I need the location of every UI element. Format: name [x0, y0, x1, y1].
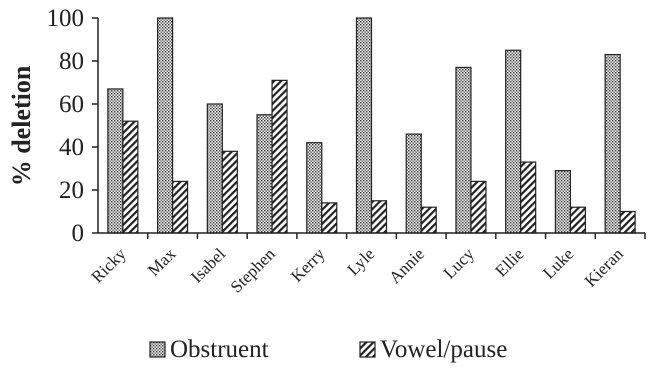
x-tick-label: Kieran: [581, 244, 627, 290]
y-tick-label: 0: [72, 220, 85, 247]
legend-swatch-hatched: [359, 341, 376, 358]
x-tick-label: Lyle: [344, 244, 379, 279]
x-tick-label: Lucy: [440, 244, 478, 282]
bar-obstruent-ellie: [505, 49, 522, 234]
bar-vowel-pause-ellie: [520, 161, 537, 234]
bar-vowel-pause-stephen: [271, 79, 288, 234]
bar-vowel-pause-max: [171, 180, 189, 234]
y-tick-label: 80: [59, 48, 84, 75]
bar-vowel-pause-lyle: [370, 200, 388, 234]
bar-vowel-pause-ricky: [122, 120, 139, 234]
bar-vowel-pause-isabel: [221, 150, 238, 234]
bar-obstruent-kieran: [604, 53, 621, 234]
x-tick-label: Ricky: [88, 244, 131, 287]
bar-vowel-pause-annie: [420, 206, 437, 234]
x-tick-label: Max: [144, 244, 180, 280]
x-tick-label: Stephen: [227, 244, 280, 297]
bars-group: [107, 17, 636, 234]
x-tick-label: Isabel: [187, 244, 229, 286]
bar-vowel-pause-lucy: [470, 180, 487, 234]
y-tick-label: 20: [59, 177, 84, 204]
legend-swatch-dotted: [149, 341, 166, 358]
bar-obstruent-stephen: [256, 114, 273, 234]
y-tick-label: 100: [47, 5, 85, 32]
legend: Obstruent Vowel/pause: [149, 336, 507, 363]
x-tick-label: Luke: [539, 244, 577, 282]
bar-vowel-pause-kerry: [321, 202, 338, 234]
legend-label: Vowel/pause: [380, 336, 507, 363]
legend-label: Obstruent: [170, 336, 269, 363]
x-tick-label: Annie: [385, 244, 428, 287]
bar-obstruent-lyle: [355, 17, 373, 234]
x-tick-label: Kerry: [287, 244, 329, 286]
bar-obstruent-ricky: [107, 88, 124, 234]
bar-obstruent-lucy: [455, 66, 472, 234]
bar-obstruent-max: [156, 17, 174, 234]
bar-obstruent-annie: [405, 133, 422, 234]
y-axis-label: % deletion: [7, 65, 36, 186]
x-tick-label: Ellie: [491, 244, 527, 280]
bar-obstruent-luke: [554, 170, 572, 234]
bar-vowel-pause-kieran: [619, 210, 636, 234]
y-tick-label: 60: [59, 91, 84, 118]
y-tick-label: 40: [59, 134, 84, 161]
bar-obstruent-isabel: [206, 103, 223, 234]
bar-obstruent-kerry: [306, 142, 323, 234]
bar-vowel-pause-luke: [569, 206, 587, 234]
y-axis: 0 20 40 60 80 100: [47, 5, 99, 247]
